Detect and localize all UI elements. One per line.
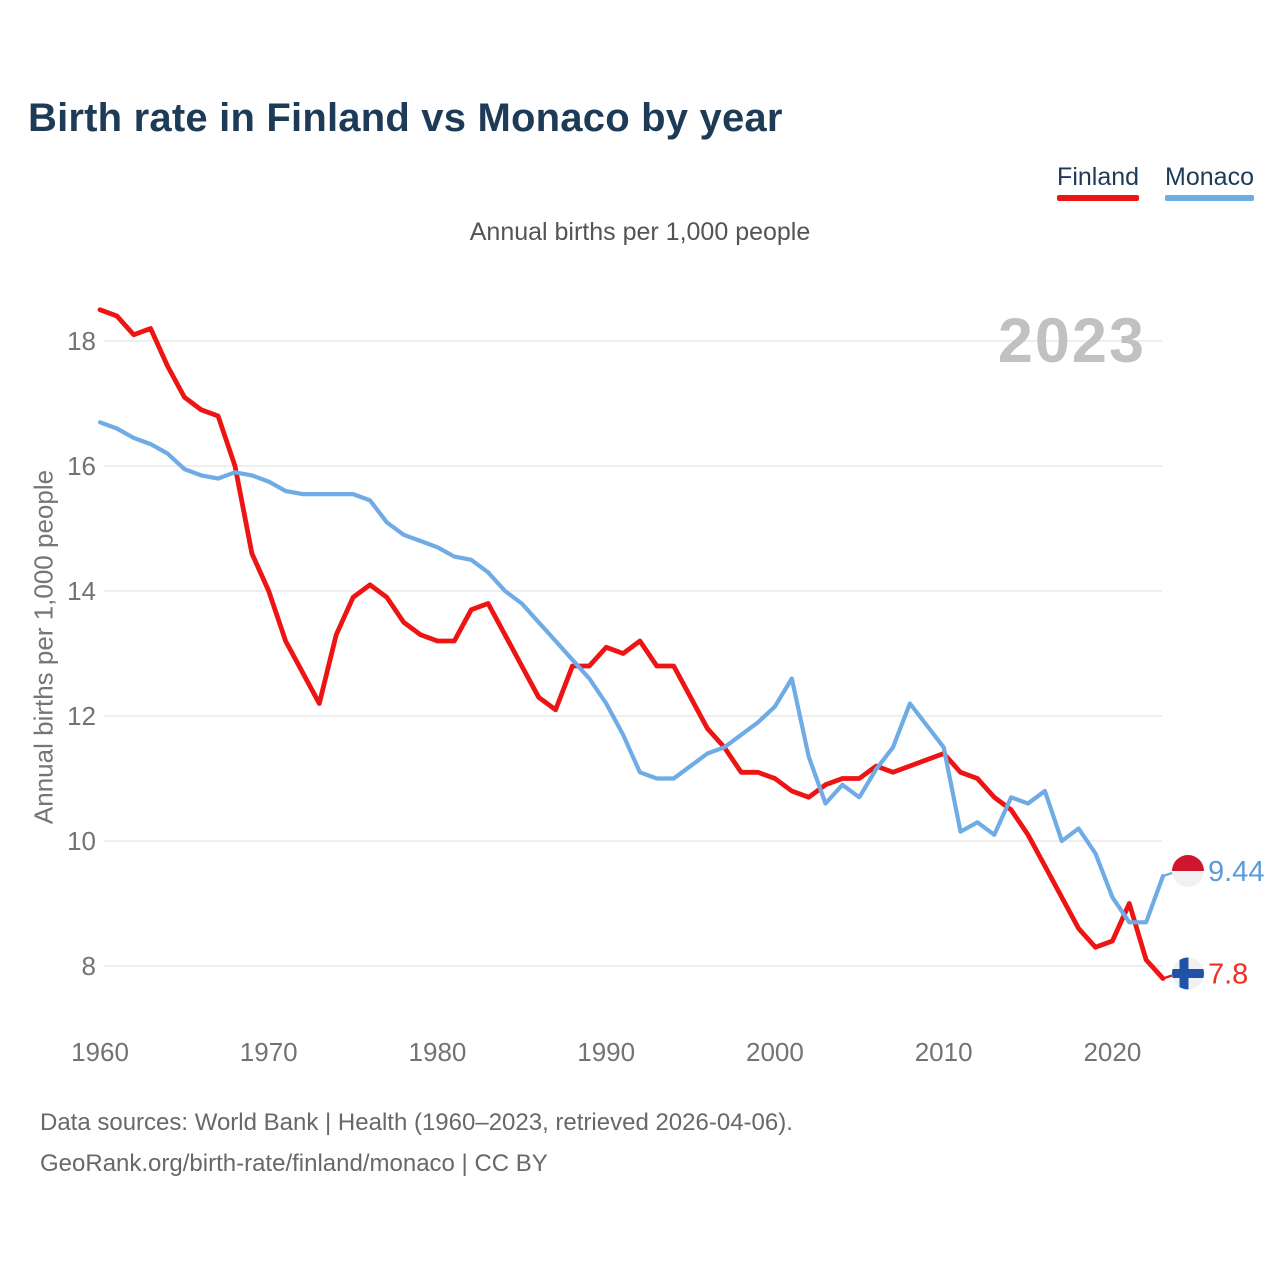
x-tick-label: 2010	[915, 1037, 973, 1067]
footer: Data sources: World Bank | Health (1960–…	[40, 1102, 793, 1184]
end-connector-finland	[1162, 974, 1173, 980]
y-tick-label: 14	[67, 576, 96, 606]
y-tick-label: 16	[67, 451, 96, 481]
x-tick-label: 2000	[746, 1037, 804, 1067]
finland-cross-vertical	[1179, 957, 1189, 990]
legend-color-bar	[1057, 195, 1140, 201]
watermark-year: 2023	[998, 306, 1146, 376]
legend-label: Monaco	[1165, 163, 1254, 191]
legend-item-finland[interactable]: Finland	[1057, 163, 1140, 201]
data-series	[97, 307, 1166, 981]
series-end-labels: 9.44 7.8	[1162, 855, 1264, 991]
x-tick-label: 1960	[71, 1037, 129, 1067]
axis-tick-labels: 18 16 14 12 10 8 1960 1970 1980 1990 2000 2010 2020	[67, 326, 1141, 1067]
y-tick-label: 18	[67, 326, 96, 356]
end-value-label-monaco: 9.44	[1208, 856, 1264, 888]
page-title: Birth rate in Finland vs Monaco by year	[28, 96, 783, 140]
end-value-label-finland: 7.8	[1208, 959, 1248, 991]
legend-label: Finland	[1057, 163, 1140, 191]
finland-flag-icon	[1172, 957, 1204, 990]
chart-subtitle: Annual births per 1,000 people	[469, 218, 811, 246]
y-tick-label: 8	[82, 951, 96, 981]
gridlines	[104, 340, 1162, 967]
legend: Finland Monaco	[1057, 163, 1254, 201]
legend-color-bar	[1165, 195, 1254, 201]
y-tick-label: 12	[67, 701, 96, 731]
monaco-flag-icon	[1172, 855, 1204, 887]
x-tick-label: 1970	[240, 1037, 298, 1067]
series-line-monaco[interactable]	[97, 420, 1166, 925]
x-tick-label: 1990	[577, 1037, 635, 1067]
footer-attribution: GeoRank.org/birth-rate/finland/monaco | …	[40, 1150, 548, 1177]
monaco-flag-top	[1172, 855, 1204, 871]
x-tick-label: 2020	[1083, 1037, 1141, 1067]
end-connector-monaco	[1162, 871, 1173, 878]
legend-item-monaco[interactable]: Monaco	[1165, 163, 1254, 201]
y-tick-label: 10	[67, 826, 96, 856]
monaco-flag-bottom	[1172, 871, 1204, 887]
footer-data-sources: Data sources: World Bank | Health (1960–…	[40, 1109, 793, 1136]
series-line-finland[interactable]	[97, 307, 1166, 981]
x-tick-label: 1980	[409, 1037, 467, 1067]
